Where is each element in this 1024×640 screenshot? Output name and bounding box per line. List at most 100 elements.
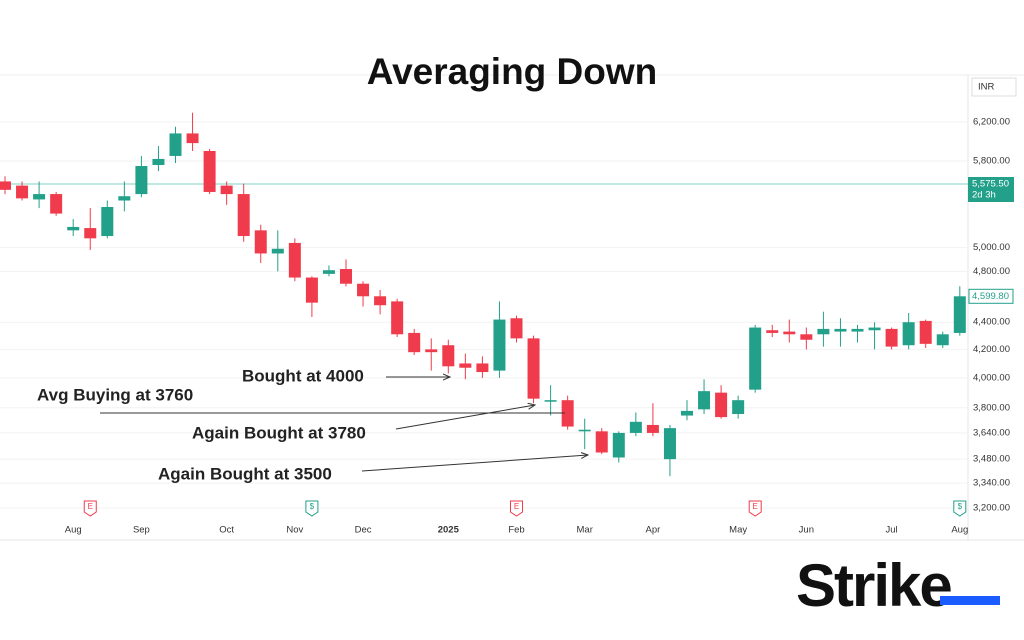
- candle-body: [629, 421, 642, 433]
- event-label: E: [514, 502, 519, 511]
- candle-body: [374, 296, 387, 306]
- event-label: E: [88, 502, 93, 511]
- candle-body: [16, 185, 29, 199]
- candle-body: [357, 283, 370, 297]
- candle-body: [425, 349, 438, 353]
- candle-body: [817, 328, 830, 335]
- x-tick-label: Jul: [886, 525, 898, 536]
- candle-body: [715, 392, 728, 418]
- y-tick-label: 3,480.00: [973, 454, 1010, 465]
- y-tick-label: 3,800.00: [973, 402, 1010, 413]
- candle-body: [561, 400, 574, 427]
- last-close-box: [968, 288, 1014, 304]
- candle-body: [868, 327, 881, 331]
- candle-body: [135, 166, 148, 195]
- brand-accent: [940, 596, 1000, 605]
- candle-body: [493, 319, 506, 371]
- x-tick-label: 2025: [438, 525, 460, 536]
- event-label: E: [753, 502, 758, 511]
- candle-body: [186, 133, 199, 144]
- candle-body: [953, 296, 966, 333]
- event-marker: [953, 500, 967, 517]
- candle-body: [271, 248, 284, 254]
- x-tick-label: Apr: [646, 525, 661, 536]
- annotation-arrow: [395, 405, 535, 430]
- event-marker: [305, 500, 319, 517]
- candle-body: [851, 328, 864, 332]
- event-marker: [83, 500, 97, 517]
- candle-body: [459, 363, 472, 368]
- candle-body: [220, 185, 233, 195]
- candle-body: [118, 196, 131, 201]
- x-tick-label: Oct: [219, 525, 234, 536]
- y-tick-label: 6,200.00: [973, 117, 1010, 128]
- candle-body: [612, 432, 625, 458]
- y-tick-label: 5,000.00: [973, 242, 1010, 253]
- candle-body: [732, 400, 745, 414]
- candle-body: [203, 150, 216, 192]
- y-tick-label: 4,400.00: [973, 317, 1010, 328]
- candle-body: [288, 242, 301, 278]
- y-tick-label: 4,000.00: [973, 372, 1010, 383]
- x-tick-label: Dec: [355, 525, 372, 536]
- candle-body: [50, 194, 63, 214]
- price-countdown: 2d 3h: [972, 190, 996, 201]
- candle-body: [391, 301, 404, 335]
- candle-body: [646, 424, 659, 433]
- candle-body: [322, 270, 335, 274]
- price-label-box: [968, 176, 1014, 202]
- annotation: Again Bought at 3780: [192, 423, 366, 442]
- candle-body: [33, 194, 46, 200]
- candle-body: [595, 431, 608, 453]
- x-tick-label: May: [729, 525, 747, 536]
- candle-body: [67, 226, 80, 231]
- event-marker: [748, 500, 762, 517]
- event-label: $: [958, 502, 963, 511]
- candle-body: [749, 327, 762, 390]
- candle-body: [169, 133, 182, 156]
- x-tick-label: Jun: [799, 525, 814, 536]
- candle-body: [84, 228, 97, 239]
- candle-body: [101, 207, 114, 237]
- candle-body: [152, 158, 165, 165]
- candle-body: [237, 194, 250, 237]
- candle-body: [902, 322, 915, 346]
- event-marker: [510, 500, 523, 517]
- candle-body: [442, 345, 455, 367]
- annotation: Avg Buying at 3760: [37, 385, 193, 404]
- x-tick-label: Aug: [65, 525, 82, 536]
- candle-body: [936, 334, 949, 346]
- candle-body: [663, 428, 676, 460]
- candle-body: [476, 363, 489, 373]
- candle-body: [681, 410, 693, 416]
- candle-body: [527, 338, 540, 399]
- candle-body: [834, 328, 847, 332]
- candle-body: [698, 391, 711, 410]
- annotation-arrow: [361, 455, 588, 472]
- event-label: $: [310, 502, 315, 511]
- annotation: Bought at 4000: [242, 366, 364, 385]
- currency-box: [971, 77, 1017, 97]
- x-tick-label: Aug: [951, 525, 968, 536]
- candle-body: [0, 181, 11, 190]
- candle-body: [408, 332, 421, 353]
- x-tick-label: Feb: [508, 525, 524, 536]
- candle-body: [919, 320, 932, 344]
- candle-body: [305, 277, 318, 303]
- annotation: Again Bought at 3500: [158, 464, 332, 483]
- candle-body: [800, 334, 813, 340]
- candle-body: [254, 230, 267, 254]
- y-tick-label: 5,800.00: [973, 155, 1010, 166]
- x-tick-label: Mar: [577, 525, 593, 536]
- y-tick-label: 4,800.00: [973, 266, 1010, 277]
- y-tick-label: 3,640.00: [973, 427, 1010, 438]
- x-tick-label: Nov: [286, 525, 303, 536]
- y-tick-label: 3,340.00: [973, 478, 1010, 489]
- candle-body: [783, 331, 796, 335]
- x-tick-label: Sep: [133, 525, 150, 536]
- candle-body: [544, 400, 557, 402]
- candle-body: [766, 330, 779, 333]
- brand-logo: Strike: [796, 552, 951, 619]
- chart-title: Averaging Down: [367, 51, 658, 92]
- candle-body: [340, 269, 352, 284]
